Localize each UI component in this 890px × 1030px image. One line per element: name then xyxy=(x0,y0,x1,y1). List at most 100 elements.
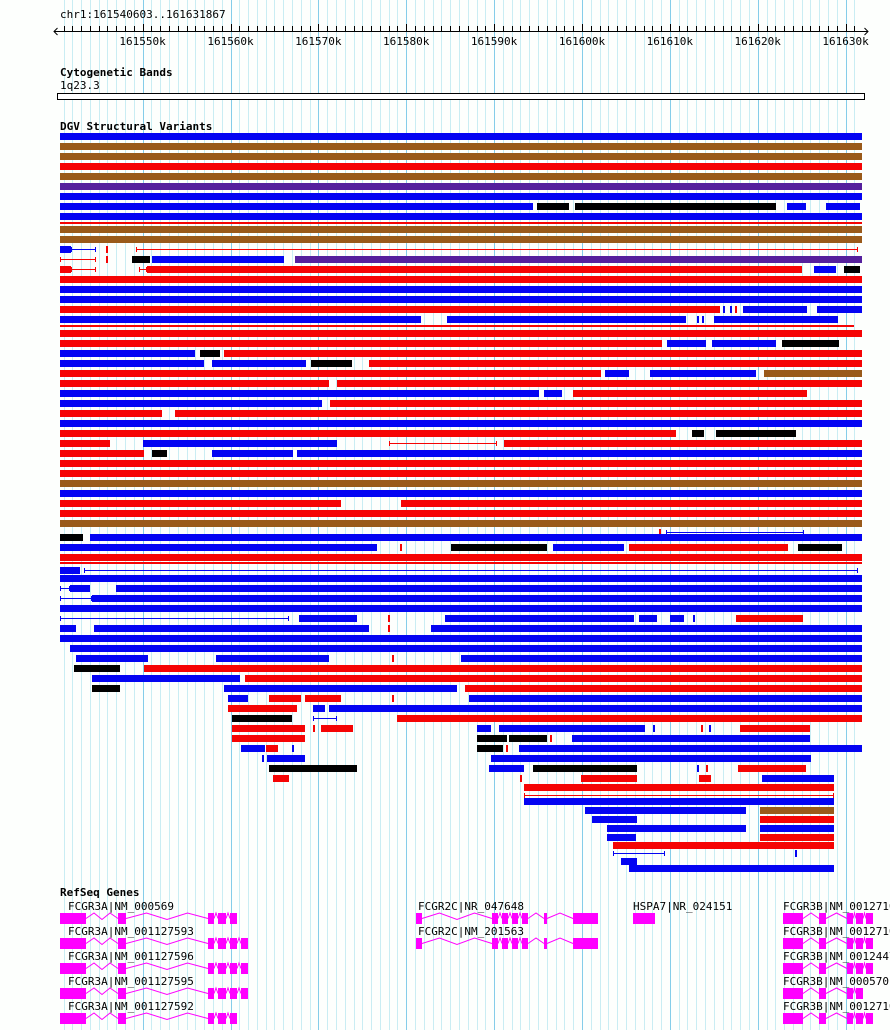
variant-segment[interactable] xyxy=(142,440,337,447)
variant-segment[interactable] xyxy=(299,615,357,622)
variant-segment[interactable] xyxy=(60,296,862,303)
variant-segment[interactable] xyxy=(328,705,862,712)
variant-segment[interactable] xyxy=(445,615,634,622)
variant-segment[interactable] xyxy=(735,306,738,313)
variant-segment[interactable] xyxy=(60,450,145,457)
variant-segment[interactable] xyxy=(60,222,862,224)
variant-segment[interactable] xyxy=(144,665,862,672)
variant-segment[interactable] xyxy=(760,816,834,823)
variant-segment[interactable] xyxy=(696,765,699,772)
variant-segment[interactable] xyxy=(60,286,862,293)
variant-segment[interactable] xyxy=(549,735,552,742)
variant-segment[interactable] xyxy=(781,340,840,347)
variant-segment[interactable] xyxy=(60,236,862,243)
variant-segment[interactable] xyxy=(537,203,570,210)
gene-glyph[interactable] xyxy=(633,911,659,926)
variant-segment[interactable] xyxy=(228,695,249,702)
gene-glyph[interactable] xyxy=(783,986,867,1001)
variant-segment[interactable] xyxy=(523,793,834,798)
variant-segment[interactable] xyxy=(760,834,834,841)
variant-segment[interactable] xyxy=(607,825,746,832)
variant-segment[interactable] xyxy=(503,440,862,447)
variant-segment[interactable] xyxy=(581,775,638,782)
variant-segment[interactable] xyxy=(212,450,293,457)
variant-segment[interactable] xyxy=(84,568,858,573)
variant-segment[interactable] xyxy=(60,350,195,357)
variant-segment[interactable] xyxy=(93,625,369,632)
variant-segment[interactable] xyxy=(240,745,265,752)
variant-segment[interactable] xyxy=(737,765,806,772)
variant-segment[interactable] xyxy=(60,306,720,313)
variant-segment[interactable] xyxy=(268,695,301,702)
variant-segment[interactable] xyxy=(649,370,757,377)
variant-segment[interactable] xyxy=(272,775,289,782)
variant-segment[interactable] xyxy=(60,440,110,447)
variant-segment[interactable] xyxy=(60,340,662,347)
variant-segment[interactable] xyxy=(699,775,712,782)
variant-segment[interactable] xyxy=(304,695,341,702)
variant-segment[interactable] xyxy=(391,655,394,662)
variant-segment[interactable] xyxy=(629,865,834,872)
variant-segment[interactable] xyxy=(60,567,81,574)
variant-segment[interactable] xyxy=(60,360,205,367)
variant-segment[interactable] xyxy=(621,858,638,865)
gene-glyph[interactable] xyxy=(416,911,602,926)
variant-segment[interactable] xyxy=(388,441,498,446)
variant-segment[interactable] xyxy=(69,645,862,652)
variant-segment[interactable] xyxy=(60,554,862,561)
variant-segment[interactable] xyxy=(224,685,457,692)
variant-segment[interactable] xyxy=(60,586,70,591)
gene-glyph[interactable] xyxy=(60,936,252,951)
variant-segment[interactable] xyxy=(669,615,684,622)
variant-segment[interactable] xyxy=(244,675,862,682)
variant-segment[interactable] xyxy=(465,685,862,692)
variant-segment[interactable] xyxy=(729,306,732,313)
gene-glyph[interactable] xyxy=(783,1011,877,1026)
variant-segment[interactable] xyxy=(786,203,806,210)
variant-segment[interactable] xyxy=(60,246,72,253)
variant-segment[interactable] xyxy=(477,725,492,732)
variant-segment[interactable] xyxy=(105,246,108,253)
variant-segment[interactable] xyxy=(60,534,83,541)
variant-segment[interactable] xyxy=(477,735,507,742)
variant-segment[interactable] xyxy=(387,625,390,632)
variant-segment[interactable] xyxy=(105,256,108,263)
gene-glyph[interactable] xyxy=(60,1011,241,1026)
variant-segment[interactable] xyxy=(450,544,547,551)
variant-segment[interactable] xyxy=(553,544,624,551)
variant-segment[interactable] xyxy=(591,816,638,823)
variant-segment[interactable] xyxy=(740,725,810,732)
variant-segment[interactable] xyxy=(391,695,394,702)
variant-segment[interactable] xyxy=(692,615,695,622)
variant-segment[interactable] xyxy=(396,715,862,722)
variant-segment[interactable] xyxy=(658,529,661,536)
variant-segment[interactable] xyxy=(60,163,862,170)
variant-segment[interactable] xyxy=(60,520,862,527)
variant-segment[interactable] xyxy=(368,360,862,367)
variant-segment[interactable] xyxy=(89,534,862,541)
variant-segment[interactable] xyxy=(667,340,707,347)
variant-segment[interactable] xyxy=(489,765,524,772)
variant-segment[interactable] xyxy=(228,705,297,712)
variant-segment[interactable] xyxy=(844,266,861,273)
variant-segment[interactable] xyxy=(702,316,705,323)
variant-segment[interactable] xyxy=(60,330,862,337)
variant-segment[interactable] xyxy=(797,544,842,551)
variant-segment[interactable] xyxy=(639,615,658,622)
variant-segment[interactable] xyxy=(266,755,305,762)
variant-segment[interactable] xyxy=(498,725,646,732)
variant-segment[interactable] xyxy=(523,798,834,805)
gene-glyph[interactable] xyxy=(783,936,877,951)
variant-segment[interactable] xyxy=(60,213,862,220)
variant-segment[interactable] xyxy=(320,725,353,732)
variant-segment[interactable] xyxy=(607,834,636,841)
variant-segment[interactable] xyxy=(60,410,162,417)
variant-segment[interactable] xyxy=(764,370,862,377)
variant-segment[interactable] xyxy=(716,430,797,437)
variant-segment[interactable] xyxy=(461,655,862,662)
variant-segment[interactable] xyxy=(291,745,294,752)
variant-segment[interactable] xyxy=(60,470,862,477)
variant-segment[interactable] xyxy=(60,193,862,200)
variant-segment[interactable] xyxy=(76,655,149,662)
variant-segment[interactable] xyxy=(760,807,834,814)
